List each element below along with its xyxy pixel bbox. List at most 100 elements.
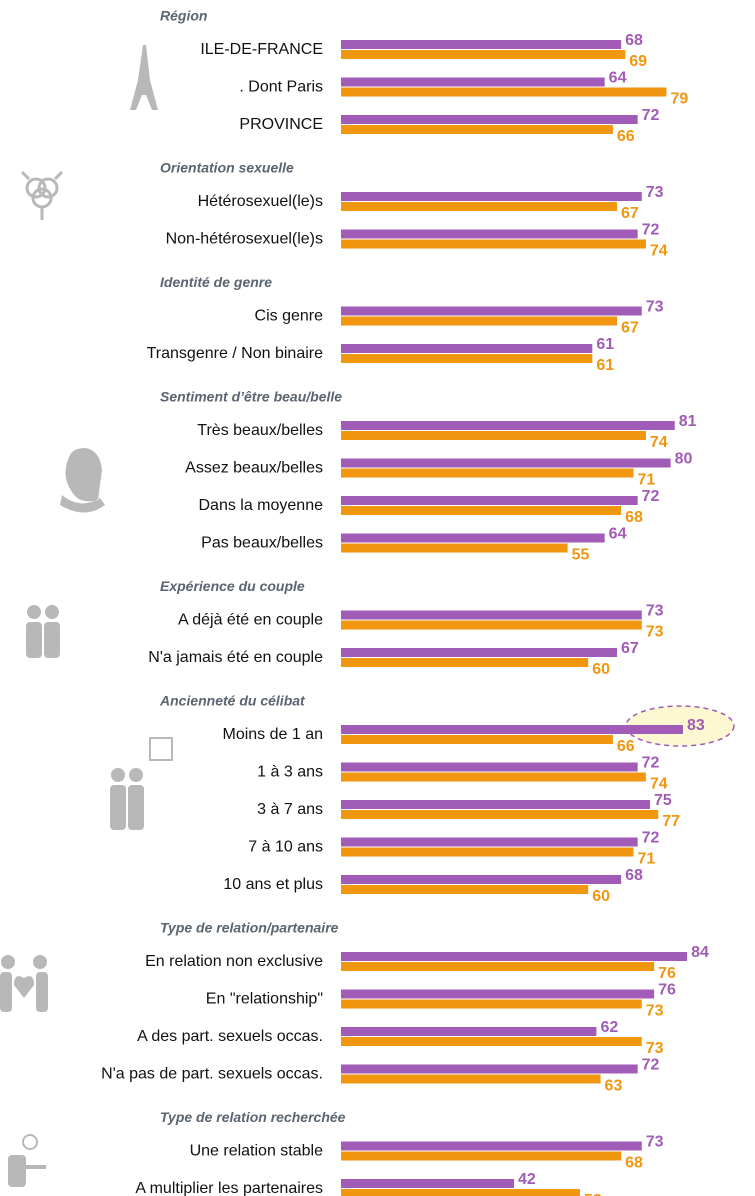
bar xyxy=(341,229,638,239)
section-title: Sentiment d’être beau/belle xyxy=(160,389,342,405)
bar xyxy=(341,496,638,505)
bar xyxy=(341,875,622,884)
value-label: 83 xyxy=(687,717,705,734)
value-label: 67 xyxy=(621,320,639,337)
category-label: Cis genre xyxy=(255,308,324,325)
value-label: 68 xyxy=(625,509,643,526)
section-title: Type de relation/partenaire xyxy=(160,920,339,936)
bar xyxy=(341,999,642,1009)
category-label: PROVINCE xyxy=(239,116,323,133)
category-label: 3 à 7 ans xyxy=(257,801,323,818)
section-title: Région xyxy=(160,8,207,24)
bar xyxy=(341,354,593,363)
section-title: Identité de genre xyxy=(160,274,272,290)
value-label: 73 xyxy=(646,1134,664,1151)
bar xyxy=(341,192,642,201)
category-label: A déjà été en couple xyxy=(178,612,323,629)
category-label: Dans la moyenne xyxy=(198,497,323,514)
value-label: 42 xyxy=(518,1171,536,1188)
bar xyxy=(341,810,659,819)
bar xyxy=(341,620,642,630)
value-label: 62 xyxy=(600,1019,618,1036)
bar xyxy=(341,648,618,657)
category-label: Très beaux/belles xyxy=(197,422,323,439)
category-label: 10 ans et plus xyxy=(223,876,323,893)
value-label: 73 xyxy=(646,1003,664,1020)
bar xyxy=(341,962,655,971)
value-label: 72 xyxy=(642,830,660,847)
bar xyxy=(341,837,638,847)
bar xyxy=(341,316,618,326)
value-label: 71 xyxy=(638,472,656,489)
value-label: 64 xyxy=(609,70,627,87)
value-label: 72 xyxy=(642,755,660,772)
value-label: 68 xyxy=(625,867,643,884)
value-label: 76 xyxy=(658,982,676,999)
value-label: 79 xyxy=(670,91,688,108)
value-label: 72 xyxy=(642,107,660,124)
section-title: Ancienneté du célibat xyxy=(159,693,306,709)
heart-couple-icon xyxy=(0,955,48,1012)
value-label: 77 xyxy=(662,813,680,830)
value-label: 61 xyxy=(596,357,614,374)
value-label: 76 xyxy=(658,965,676,982)
category-label: En relation non exclusive xyxy=(145,953,323,970)
category-label: A multiplier les partenaires xyxy=(135,1180,323,1196)
value-label: 80 xyxy=(675,451,693,468)
couple-icon-2 xyxy=(110,768,144,830)
category-label: Transgenre / Non binaire xyxy=(147,345,323,362)
bar xyxy=(341,1027,597,1036)
value-label: 72 xyxy=(642,488,660,505)
category-label: N'a jamais été en couple xyxy=(148,649,323,666)
value-label: 67 xyxy=(621,640,639,657)
bar xyxy=(341,1189,580,1196)
bar xyxy=(341,344,593,353)
value-label: 73 xyxy=(646,1040,664,1057)
section-title: Orientation sexuelle xyxy=(160,160,294,176)
bar xyxy=(341,468,634,478)
bar xyxy=(341,1141,642,1151)
eiffel-icon xyxy=(130,45,158,110)
bar xyxy=(341,239,646,249)
bar xyxy=(341,306,642,316)
value-label: 73 xyxy=(646,184,664,201)
value-label: 55 xyxy=(572,547,590,564)
bar xyxy=(341,458,671,468)
value-label: 60 xyxy=(592,888,610,905)
category-label: A des part. sexuels occas. xyxy=(137,1028,323,1045)
category-label: Moins de 1 an xyxy=(222,726,323,743)
value-label: 72 xyxy=(642,1057,660,1074)
search-icon xyxy=(8,1134,46,1187)
bar xyxy=(341,725,683,734)
category-label: 1 à 3 ans xyxy=(257,764,323,781)
bar xyxy=(341,50,626,59)
gender-icon xyxy=(20,170,64,220)
value-label: 71 xyxy=(638,851,656,868)
value-label: 69 xyxy=(629,53,647,70)
category-label: . Dont Paris xyxy=(239,79,323,96)
category-label: En "relationship" xyxy=(206,991,323,1008)
category-label: Assez beaux/belles xyxy=(185,460,323,477)
value-label: 74 xyxy=(650,434,668,451)
bar xyxy=(341,885,589,894)
bar xyxy=(341,658,589,667)
value-label: 72 xyxy=(642,222,660,239)
category-label: Pas beaux/belles xyxy=(201,535,323,552)
bar xyxy=(341,431,646,440)
bar xyxy=(341,202,618,211)
value-label: 73 xyxy=(646,624,664,641)
category-label: N'a pas de part. sexuels occas. xyxy=(101,1066,323,1083)
bar xyxy=(341,506,622,515)
value-label: 74 xyxy=(650,776,668,793)
bar xyxy=(341,87,667,97)
category-label: Non-hétérosexuel(le)s xyxy=(166,231,323,248)
category-label: ILE-DE-FRANCE xyxy=(200,41,323,58)
value-label: 61 xyxy=(596,336,614,353)
bar xyxy=(341,1151,622,1161)
face-icon xyxy=(60,448,105,513)
value-label: 75 xyxy=(654,792,672,809)
value-label: 66 xyxy=(617,128,635,145)
value-label: 73 xyxy=(646,299,664,316)
bar xyxy=(341,1074,601,1084)
